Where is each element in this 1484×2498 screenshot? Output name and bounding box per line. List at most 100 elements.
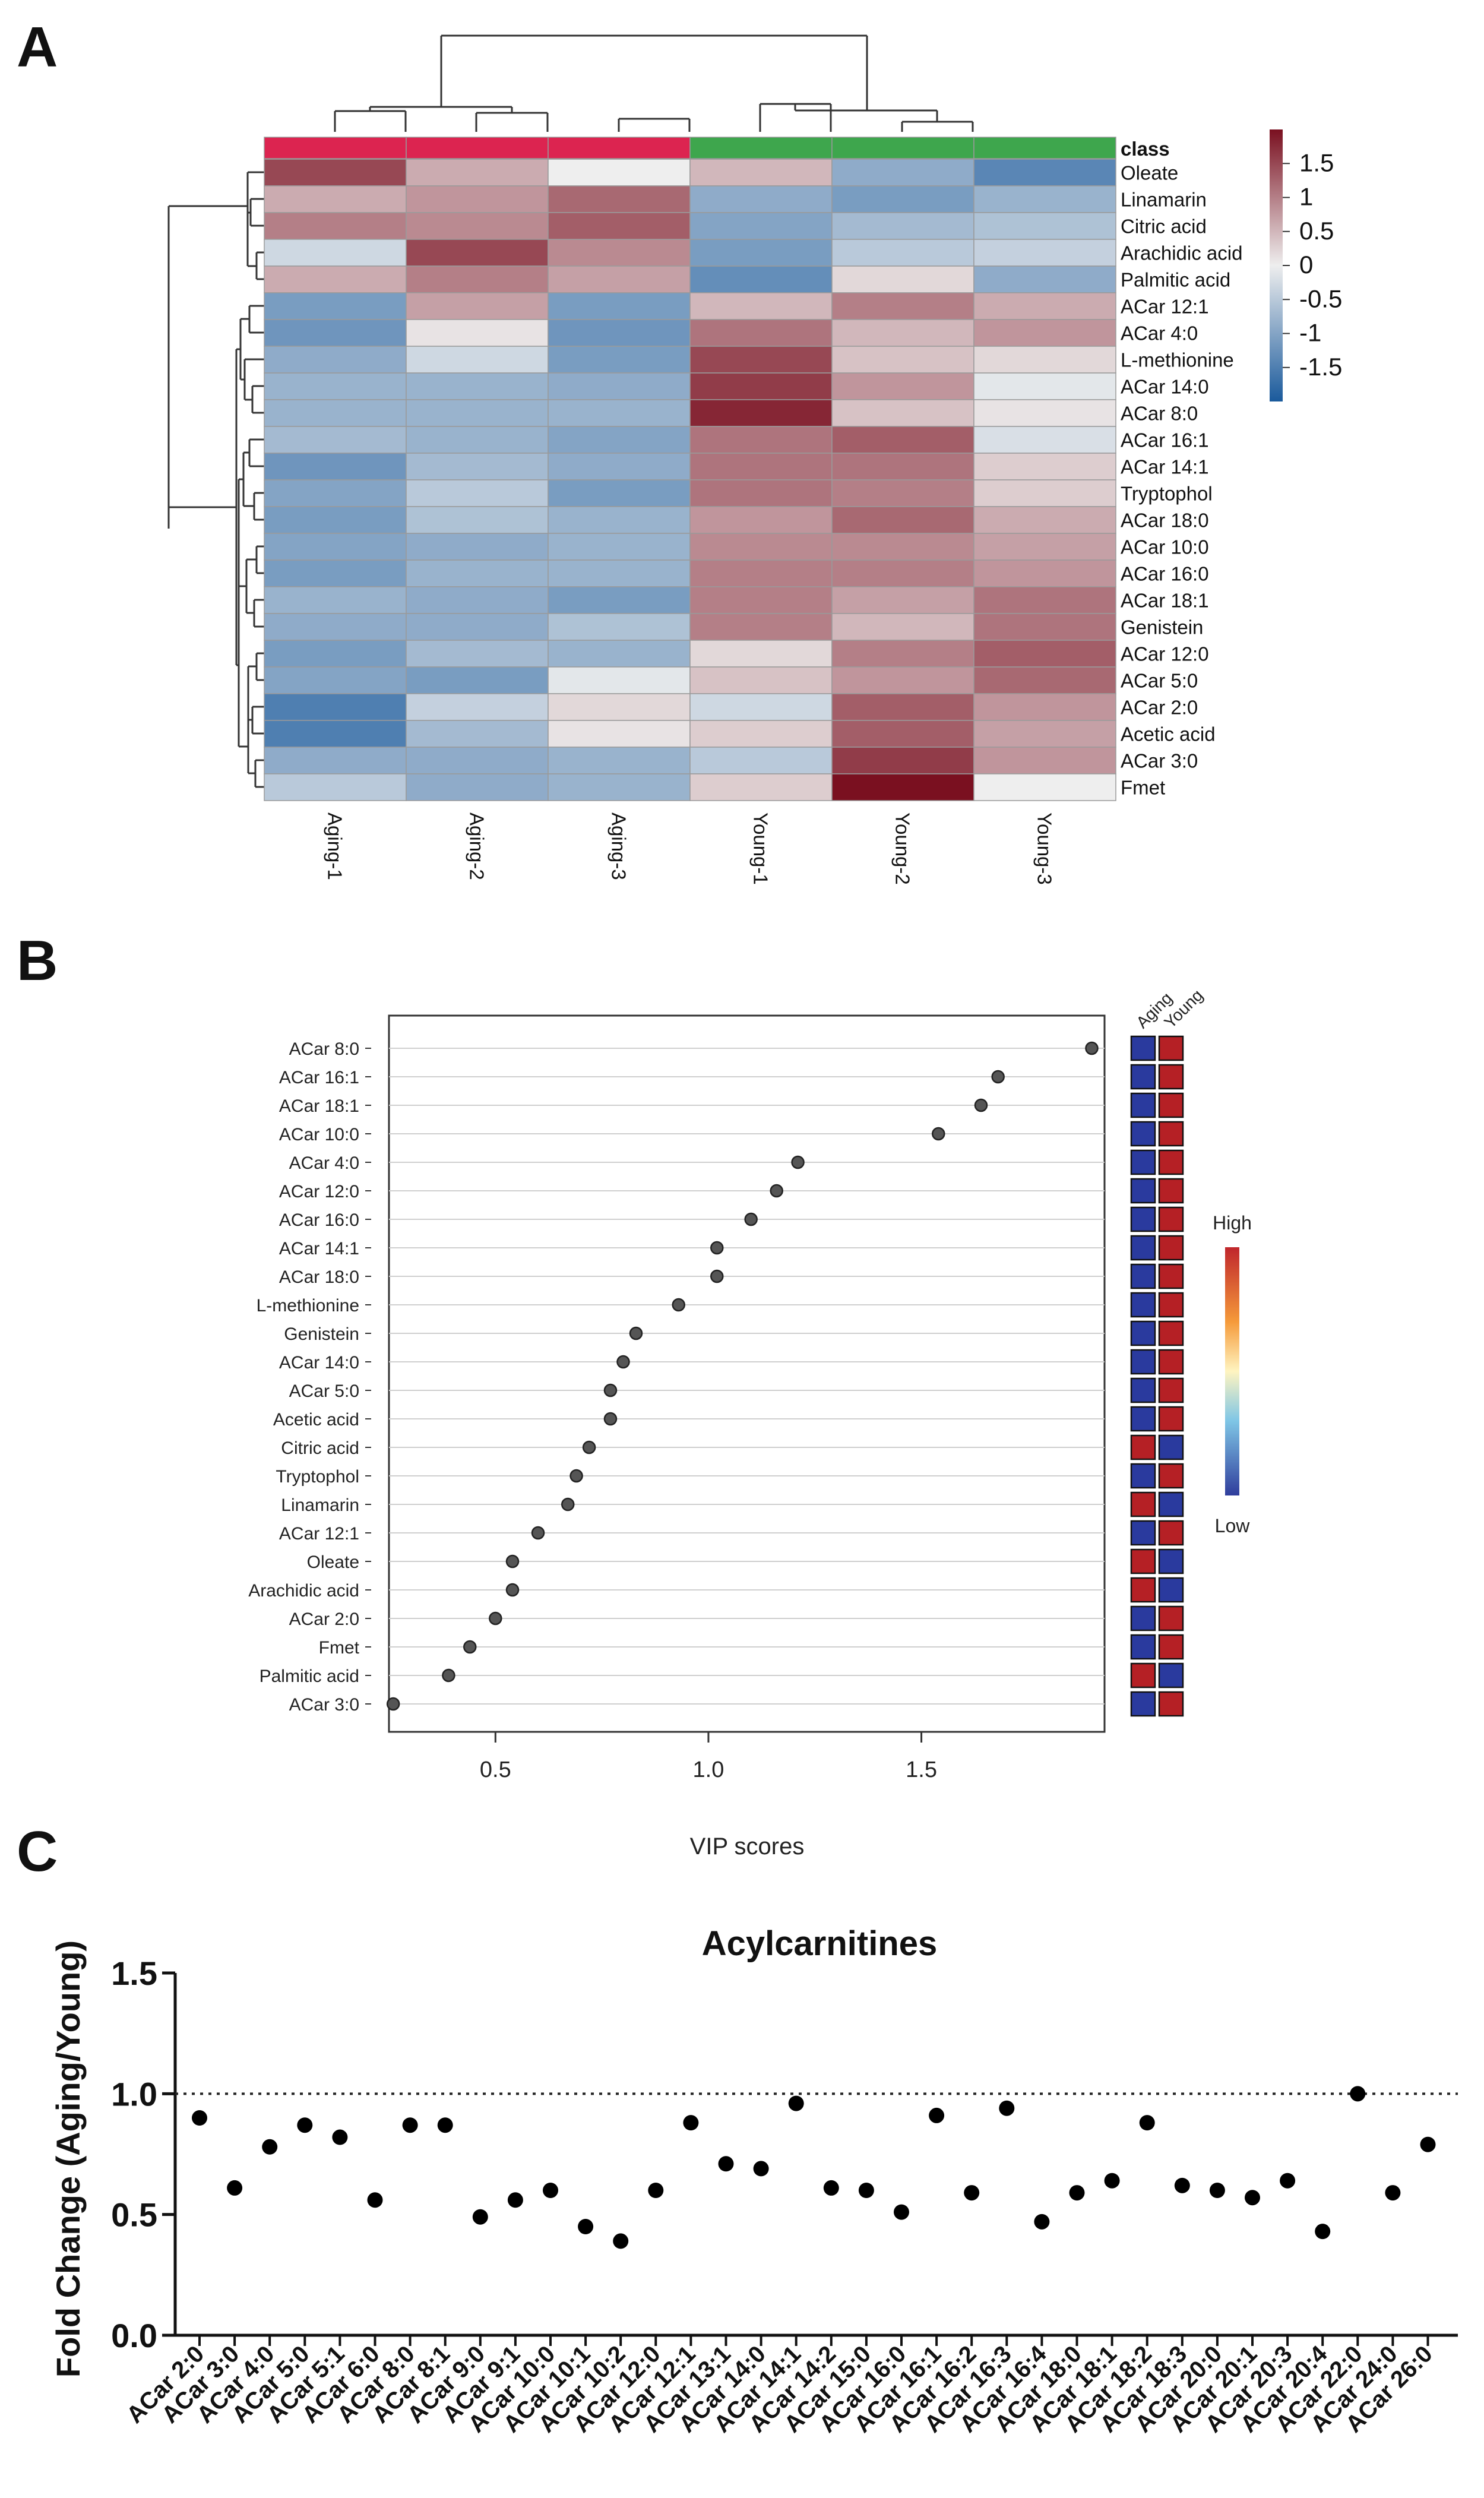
vip-legend: High Low xyxy=(1213,1212,1252,1536)
vip-point xyxy=(463,1640,477,1654)
heatmap-cell xyxy=(264,693,407,721)
panel-label-b: B xyxy=(17,929,58,992)
fc-point xyxy=(437,2117,453,2133)
heatmap-cell xyxy=(831,773,974,801)
heatmap-cell xyxy=(406,159,549,186)
heatmap-cell xyxy=(831,559,974,587)
fc-point xyxy=(613,2233,629,2249)
vip-legend-high: High xyxy=(1213,1212,1252,1234)
fc-point xyxy=(1350,2086,1366,2102)
heatmap-cell xyxy=(264,533,407,561)
vip-young-box xyxy=(1158,1662,1184,1688)
vip-aging-box xyxy=(1130,1406,1156,1432)
heatmap-cell xyxy=(264,640,407,668)
fc-y-tick-label: 1.0 xyxy=(111,2075,157,2113)
heatmap-cell xyxy=(831,533,974,561)
heatmap-cell xyxy=(831,185,974,213)
heatmap-cell xyxy=(406,693,549,721)
vip-young-box xyxy=(1158,1292,1184,1318)
class-bar-cell xyxy=(831,137,974,159)
heatmap-cell xyxy=(689,185,833,213)
fc-point xyxy=(929,2107,945,2123)
fc-point xyxy=(683,2115,699,2131)
row-dendrogram xyxy=(167,171,264,788)
vip-point xyxy=(672,1298,685,1312)
heatmap-cell xyxy=(689,720,833,748)
heatmap-cell xyxy=(264,292,407,320)
heatmap-cell xyxy=(264,159,407,186)
vip-row-label: Oleate xyxy=(307,1552,359,1572)
heatmap-cell xyxy=(689,479,833,507)
heatmap-cell xyxy=(406,666,549,694)
heatmap-row-label: ACar 12:0 xyxy=(1121,643,1209,665)
scale-tick-label: -0.5 xyxy=(1299,284,1342,312)
heatmap-cell xyxy=(406,426,549,454)
fc-point xyxy=(718,2156,734,2172)
heatmap-cell xyxy=(406,586,549,614)
heatmap-cell xyxy=(264,239,407,267)
vip-x-axis-label: VIP scores xyxy=(690,1833,805,1860)
fc-point xyxy=(507,2192,523,2208)
heatmap-cell xyxy=(264,773,407,801)
heatmap-cell xyxy=(689,506,833,534)
heatmap-cell xyxy=(973,613,1116,641)
heatmap-row-label: ACar 14:1 xyxy=(1121,456,1209,478)
vip-aging-box xyxy=(1130,1548,1156,1574)
heatmap-cell xyxy=(264,666,407,694)
vip-aging-box xyxy=(1130,1121,1156,1147)
heatmap-row-label: ACar 12:1 xyxy=(1121,296,1209,318)
heatmap-cell xyxy=(406,613,549,641)
heatmap-cell xyxy=(406,773,549,801)
fc-point xyxy=(332,2129,348,2145)
heatmap-cell xyxy=(689,399,833,427)
vip-point xyxy=(1085,1041,1099,1055)
vip-point xyxy=(932,1127,945,1141)
vip-aging-box xyxy=(1130,1149,1156,1175)
vip-aging-box xyxy=(1130,1178,1156,1204)
heatmap-cell xyxy=(406,399,549,427)
vip-row-label: Palmitic acid xyxy=(260,1667,359,1686)
heatmap-cell xyxy=(689,559,833,587)
heatmap-cell xyxy=(689,747,833,774)
panel-label-a: A xyxy=(17,15,58,79)
vip-row-label: L-methionine xyxy=(257,1296,359,1316)
heatmap-cell xyxy=(548,372,691,400)
heatmap-cell xyxy=(264,453,407,480)
heatmap-cell xyxy=(689,586,833,614)
heatmap-cell xyxy=(406,372,549,400)
scale-tick-label: 0 xyxy=(1299,251,1313,279)
vip-x-ticks: 0.5 1.0 1.5 xyxy=(480,1732,937,1782)
heatmap-cell xyxy=(689,239,833,267)
vip-young-box xyxy=(1158,1548,1184,1574)
fc-point xyxy=(1104,2173,1120,2189)
vip-young-box xyxy=(1158,1634,1184,1660)
heatmap-row-label: ACar 18:0 xyxy=(1121,510,1209,532)
heatmap-cell xyxy=(831,372,974,400)
heatmap-cell xyxy=(406,506,549,534)
vip-point xyxy=(569,1469,583,1483)
heatmap-cell xyxy=(264,399,407,427)
heatmap-row-label: Citric acid xyxy=(1121,216,1207,238)
heatmap-cell xyxy=(689,693,833,721)
fc-point xyxy=(1315,2224,1331,2240)
heatmap-cell xyxy=(973,399,1116,427)
fc-point xyxy=(262,2139,278,2155)
vip-point xyxy=(744,1212,758,1226)
vip-young-box xyxy=(1158,1520,1184,1546)
heatmap-cell xyxy=(831,720,974,748)
panel-label-c: C xyxy=(17,1820,58,1883)
vip-point xyxy=(582,1440,596,1454)
fc-point xyxy=(788,2095,804,2111)
class-bar-cell xyxy=(689,137,833,159)
vip-point xyxy=(991,1070,1005,1084)
vip-row-label: ACar 3:0 xyxy=(289,1695,359,1715)
heatmap-cell xyxy=(689,372,833,400)
fc-point xyxy=(1280,2173,1296,2189)
class-bar-cell xyxy=(406,137,549,159)
heatmap-cell xyxy=(548,453,691,480)
heatmap-cell xyxy=(689,346,833,374)
vip-point xyxy=(531,1526,545,1540)
heatmap-cells xyxy=(264,137,1116,801)
class-bar-cell xyxy=(264,137,407,159)
vip-young-box xyxy=(1158,1577,1184,1603)
